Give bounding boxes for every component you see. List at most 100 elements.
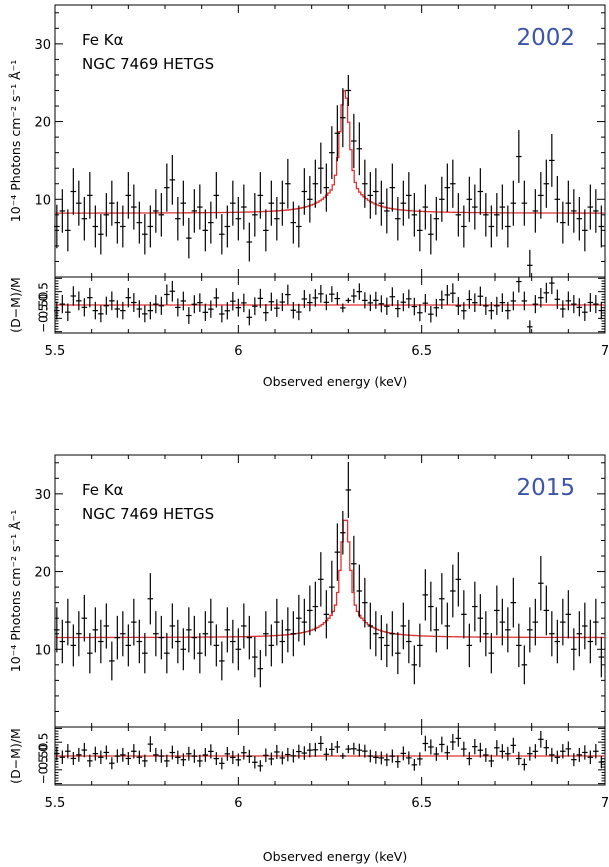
data-point <box>301 168 308 215</box>
data-point <box>477 594 484 643</box>
residual-point <box>70 751 77 765</box>
residual-y-axis-title: (D−M)/M <box>8 277 23 333</box>
data-point <box>510 577 517 628</box>
residual-point <box>285 284 291 305</box>
residual-point <box>219 757 225 770</box>
residual-point <box>153 295 159 314</box>
residual-point <box>186 746 192 761</box>
data-point <box>98 214 104 255</box>
residual-point <box>598 755 605 769</box>
residual-point <box>252 756 258 769</box>
residual-point <box>406 751 412 765</box>
residual-point <box>428 305 434 323</box>
data-point <box>186 217 192 259</box>
residual-point <box>109 291 115 311</box>
residual-point <box>593 295 599 314</box>
residual-point <box>312 289 319 307</box>
residual-point <box>395 300 401 318</box>
residual-point <box>466 290 473 309</box>
data-point <box>257 172 264 219</box>
residual-point <box>505 746 511 761</box>
data-point <box>400 180 407 226</box>
residual-point <box>318 736 324 751</box>
model-curve <box>55 90 605 214</box>
data-point <box>252 193 258 237</box>
data-point <box>296 205 302 248</box>
residual-point <box>142 754 148 768</box>
panel-2015: 5.5 6 6.5 7 10 20 30 0.50.50−0.5 10⁻⁴ Photons cm… <box>8 454 609 864</box>
data-point <box>466 623 473 668</box>
residual-point <box>527 320 533 333</box>
residual-y-tick-label: 0.5 <box>37 733 51 752</box>
data-point <box>598 636 605 678</box>
data-point <box>241 184 247 230</box>
residual-point <box>417 752 423 766</box>
residual-point <box>521 291 528 311</box>
data-point <box>582 209 588 252</box>
data-point <box>560 598 566 646</box>
residual-point <box>395 755 401 768</box>
residual-point <box>532 744 539 759</box>
residual-point <box>252 297 258 316</box>
residual-y-tick-label: −0.5 <box>37 304 51 333</box>
residual-point <box>147 736 154 753</box>
residual-point <box>274 299 280 317</box>
residual-point <box>202 748 209 762</box>
residual-point <box>230 750 236 765</box>
residual-point <box>477 286 484 306</box>
residual-point <box>384 297 390 315</box>
data-point <box>285 158 291 209</box>
residual-point <box>362 292 368 309</box>
data-point <box>571 189 577 233</box>
data-point <box>389 611 396 657</box>
data-point <box>345 461 352 518</box>
residual-point <box>125 751 132 765</box>
residual-point <box>494 740 500 756</box>
residual-point <box>389 749 396 763</box>
residual-point <box>499 293 506 312</box>
data-point <box>505 607 511 653</box>
residual-point <box>466 751 473 766</box>
data-point <box>538 172 544 219</box>
data-point <box>164 632 170 674</box>
data-point <box>554 619 561 664</box>
data-point <box>109 180 115 226</box>
residual-point <box>224 302 231 320</box>
data-point <box>120 205 126 248</box>
data-point <box>92 607 99 653</box>
residual-point <box>180 753 187 767</box>
data-point <box>400 602 407 650</box>
residual-point <box>120 301 126 320</box>
data-point <box>582 602 588 650</box>
residual-point <box>461 741 467 757</box>
residual-point <box>450 283 456 304</box>
y-axis-title: 10⁻⁴ Photons cm⁻² s⁻¹ Å⁻¹ <box>8 510 23 672</box>
residual-point <box>76 291 82 311</box>
data-point <box>356 564 363 618</box>
data-point <box>532 598 539 646</box>
data-point <box>197 184 203 230</box>
data-point <box>411 645 418 685</box>
data-point <box>246 222 253 262</box>
residual-point <box>285 747 291 762</box>
residual-point <box>224 746 231 761</box>
data-point <box>532 189 539 233</box>
residual-y-tick-label: 0.50 <box>37 743 51 770</box>
data-point <box>461 205 467 248</box>
data-point <box>142 632 148 674</box>
residual-point <box>65 744 71 759</box>
data-point <box>593 189 599 233</box>
data-point <box>345 74 352 107</box>
data-point <box>131 598 137 646</box>
residual-point <box>455 297 462 315</box>
data-point <box>92 205 99 248</box>
residual-point <box>571 295 577 314</box>
data-point <box>362 159 368 208</box>
data-point <box>81 594 88 642</box>
data-point <box>543 585 550 636</box>
residual-point <box>340 303 346 313</box>
data-point <box>186 607 192 653</box>
residual-point <box>356 283 363 300</box>
residual-point <box>219 305 225 323</box>
residual-point <box>455 730 462 747</box>
